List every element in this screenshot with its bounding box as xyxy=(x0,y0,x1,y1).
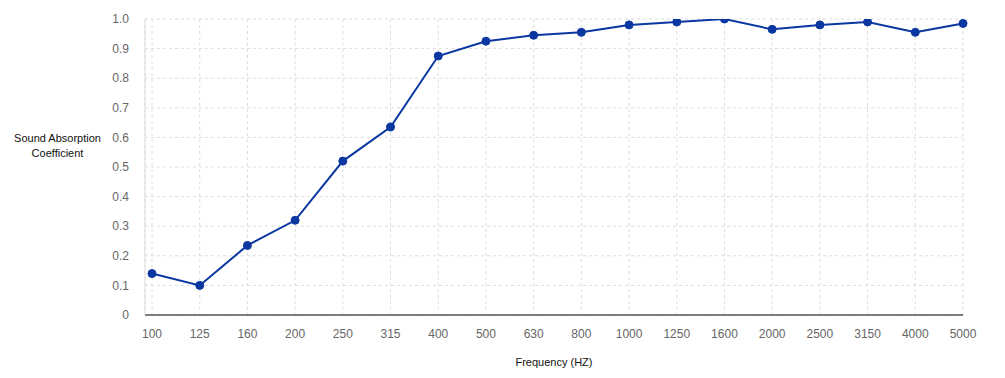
svg-text:100: 100 xyxy=(142,327,162,341)
svg-text:0.4: 0.4 xyxy=(112,190,129,204)
svg-text:2500: 2500 xyxy=(807,327,834,341)
svg-text:0: 0 xyxy=(122,308,129,322)
svg-text:0.1: 0.1 xyxy=(112,279,129,293)
svg-text:125: 125 xyxy=(190,327,210,341)
svg-text:0.8: 0.8 xyxy=(112,71,129,85)
svg-text:630: 630 xyxy=(524,327,544,341)
svg-text:1600: 1600 xyxy=(711,327,738,341)
svg-text:1.0: 1.0 xyxy=(112,12,129,26)
svg-text:Frequency (HZ): Frequency (HZ) xyxy=(515,356,592,368)
html-text:Sound Absorption: Sound Absorption xyxy=(14,132,101,144)
svg-text:0.5: 0.5 xyxy=(112,160,129,174)
svg-text:5000: 5000 xyxy=(950,327,977,341)
html-text:Coefficient: Coefficient xyxy=(31,147,84,159)
svg-text:0.3: 0.3 xyxy=(112,219,129,233)
svg-text:250: 250 xyxy=(333,327,353,341)
svg-text:0.7: 0.7 xyxy=(112,101,129,115)
svg-text:0.6: 0.6 xyxy=(112,131,129,145)
svg-text:4000: 4000 xyxy=(902,327,929,341)
svg-text:0.9: 0.9 xyxy=(112,42,129,56)
svg-text:500: 500 xyxy=(476,327,496,341)
svg-text:2000: 2000 xyxy=(759,327,786,341)
svg-text:0.2: 0.2 xyxy=(112,249,129,263)
svg-text:160: 160 xyxy=(237,327,257,341)
svg-text:200: 200 xyxy=(285,327,305,341)
svg-text:315: 315 xyxy=(381,327,401,341)
svg-text:3150: 3150 xyxy=(854,327,881,341)
svg-text:400: 400 xyxy=(428,327,448,341)
svg-text:800: 800 xyxy=(571,327,591,341)
svg-text:1000: 1000 xyxy=(616,327,643,341)
svg-text:1250: 1250 xyxy=(663,327,690,341)
